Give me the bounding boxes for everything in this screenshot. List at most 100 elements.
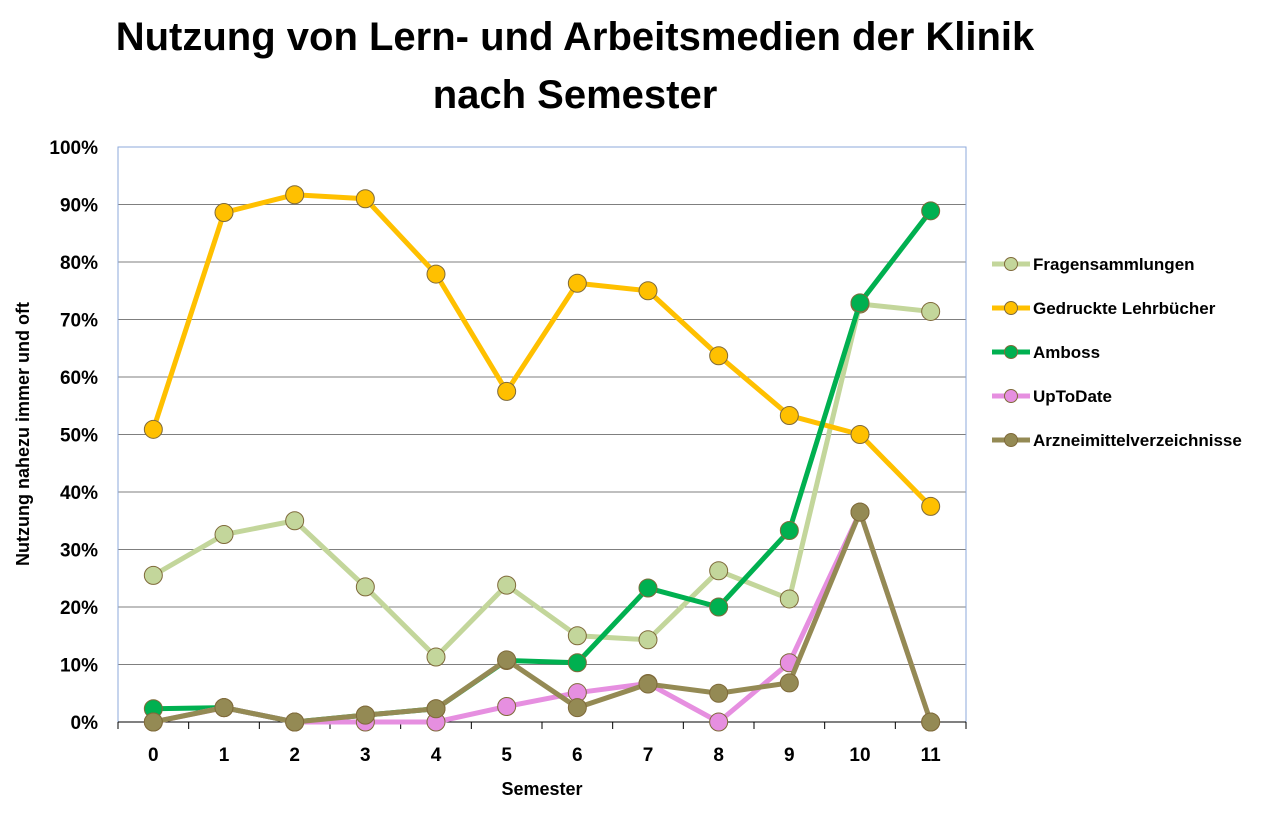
x-axis-ticks: 0 1 2 3 4 5 6 7 8 9 10 11 — [117, 721, 967, 766]
y-tick-label: 30% — [60, 541, 98, 562]
data-point — [921, 301, 941, 321]
series-gedruckte-lehrb-cher — [143, 185, 941, 516]
data-point — [709, 712, 729, 732]
x-tick-label: 10 — [849, 745, 870, 766]
legend-label: UpToDate — [1033, 387, 1112, 406]
x-tick-label: 5 — [501, 745, 512, 766]
x-tick-label: 1 — [219, 745, 230, 766]
data-point — [214, 203, 234, 223]
data-point — [850, 425, 870, 444]
data-point — [497, 381, 517, 401]
series-line — [152, 509, 934, 725]
legend-label: Gedruckte Lehrbücher — [1033, 299, 1216, 318]
x-tick-label: 2 — [289, 745, 300, 766]
series-line — [150, 192, 933, 509]
x-tick-label: 3 — [360, 745, 371, 766]
legend-item: Gedruckte Lehrbücher — [992, 299, 1216, 318]
y-tick-label: 80% — [60, 253, 98, 274]
x-tick-label: 9 — [784, 745, 795, 766]
chart-title: Nutzung von Lern- und Arbeitsmedien der … — [0, 8, 1150, 124]
data-point — [779, 521, 799, 541]
series-line — [153, 209, 933, 725]
data-point — [921, 712, 941, 732]
legend-label: Amboss — [1033, 343, 1100, 362]
data-point — [638, 630, 658, 650]
data-point — [709, 346, 729, 366]
data-point — [426, 647, 446, 667]
data-point — [567, 273, 587, 293]
y-tick-label: 100% — [49, 138, 98, 159]
data-point — [638, 281, 658, 301]
y-tick-label: 60% — [60, 368, 98, 389]
legend-swatch-marker — [1004, 433, 1018, 447]
x-tick-label: 7 — [643, 745, 654, 766]
y-tick-label: 50% — [60, 426, 98, 447]
data-point — [355, 577, 375, 597]
data-point — [497, 650, 517, 670]
data-point — [143, 565, 163, 585]
series-lines — [143, 185, 941, 732]
chart-title-line-1: Nutzung von Lern- und Arbeitsmedien der … — [115, 15, 1035, 59]
data-point — [850, 502, 870, 522]
y-tick-label: 40% — [60, 483, 98, 504]
legend-swatch-marker — [1004, 301, 1018, 315]
y-tick-label: 70% — [60, 311, 98, 332]
legend-swatch-marker — [1004, 389, 1018, 403]
series-line — [152, 301, 931, 660]
series-arzneimittelverzeichnisse — [143, 502, 941, 732]
data-point — [779, 673, 799, 693]
data-point — [285, 712, 305, 732]
data-point — [709, 561, 729, 581]
data-point — [426, 264, 446, 284]
legend-label: Fragensammlungen — [1033, 255, 1195, 274]
legend-item: Fragensammlungen — [992, 255, 1195, 274]
data-point — [567, 653, 587, 673]
legend-item: Amboss — [992, 343, 1100, 362]
legend-item: Arzneimittelverzeichnisse — [992, 431, 1242, 450]
data-point — [779, 589, 799, 609]
series-uptodate — [143, 502, 941, 732]
legend: Fragensammlungen Gedruckte Lehrbücher Ambo… — [992, 255, 1242, 450]
data-point — [638, 674, 658, 694]
data-point — [285, 185, 305, 205]
data-point — [143, 419, 163, 439]
y-axis-label: Nutzung nahezu immer und oft — [13, 302, 33, 566]
data-point — [355, 705, 375, 725]
legend-swatch-marker — [1004, 345, 1018, 359]
legend-label: Arzneimittelverzeichnisse — [1033, 431, 1242, 450]
data-point — [567, 626, 587, 646]
x-tick-label: 4 — [431, 745, 442, 766]
data-point — [143, 712, 163, 732]
x-axis-label: Semester — [501, 779, 582, 799]
x-tick-label: 8 — [713, 745, 724, 766]
data-point — [355, 189, 375, 209]
data-point — [921, 201, 941, 221]
series-fragensammlungen — [143, 294, 941, 667]
data-point — [709, 597, 729, 617]
data-point — [921, 496, 941, 516]
y-axis-ticks: 0% 10% 20% 30% 40% 50% 60% 70% 80% 90% 100% — [49, 138, 98, 734]
data-point — [426, 699, 446, 719]
data-point — [850, 293, 870, 313]
data-point — [497, 575, 517, 595]
y-tick-label: 0% — [71, 713, 99, 734]
data-point — [638, 578, 658, 598]
y-tick-label: 90% — [60, 196, 98, 217]
legend-item: UpToDate — [992, 387, 1112, 406]
gridlines — [118, 204, 966, 665]
x-tick-label: 0 — [148, 745, 159, 766]
legend-swatch-marker — [1004, 257, 1018, 271]
data-point — [567, 698, 587, 718]
y-tick-label: 20% — [60, 598, 98, 619]
y-tick-label: 10% — [60, 656, 98, 677]
x-tick-label: 11 — [921, 745, 942, 766]
data-point — [285, 511, 305, 531]
data-point — [497, 696, 517, 716]
data-point — [709, 683, 729, 703]
data-point — [214, 525, 234, 545]
data-point — [214, 698, 234, 718]
chart-title-line-2: nach Semester — [432, 73, 718, 117]
x-tick-label: 6 — [572, 745, 583, 766]
data-point — [779, 406, 799, 426]
